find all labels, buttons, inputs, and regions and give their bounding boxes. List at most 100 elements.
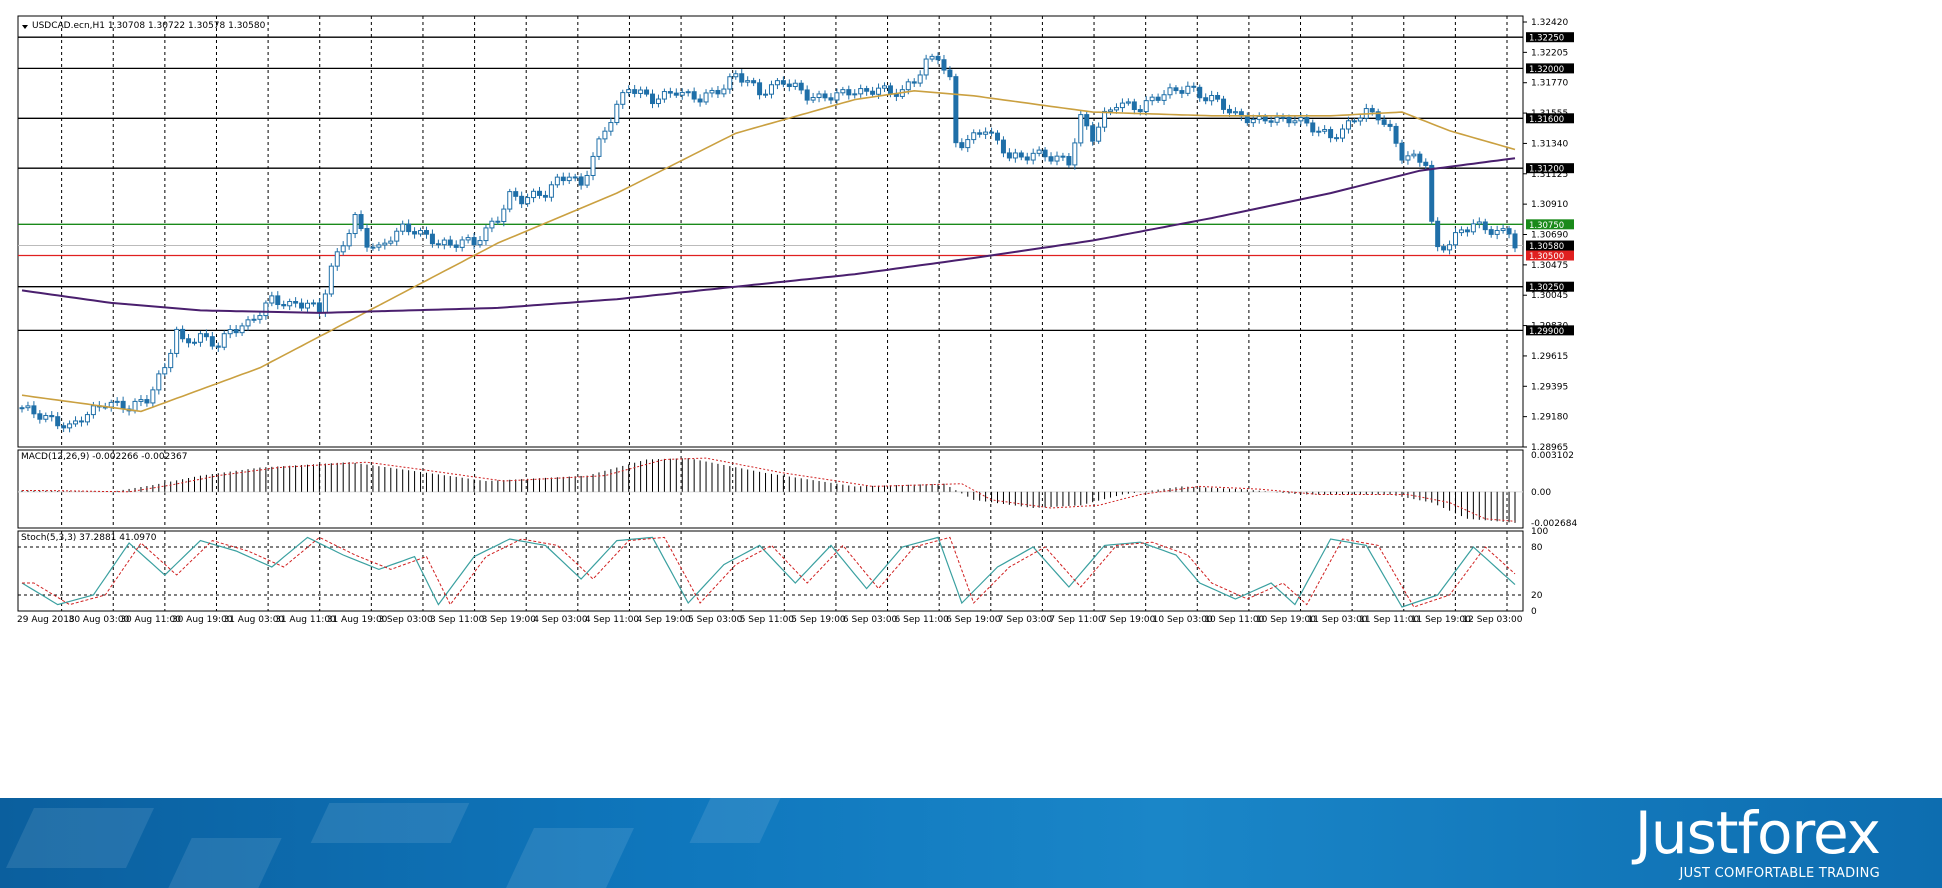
current-price-bg	[1526, 240, 1574, 251]
candle	[406, 223, 412, 233]
x-tick-label: 30 Aug 19:00	[172, 615, 233, 625]
candle	[412, 231, 418, 235]
candle	[596, 138, 602, 157]
candle	[1161, 94, 1167, 101]
candle	[215, 345, 221, 348]
candle	[418, 230, 424, 235]
candle	[1268, 120, 1274, 123]
candle	[959, 142, 965, 149]
candle	[709, 89, 715, 94]
candle	[1340, 128, 1346, 139]
candle	[132, 400, 138, 412]
candle	[953, 76, 959, 144]
candle	[1185, 85, 1191, 94]
candle	[977, 132, 983, 135]
candle	[1078, 114, 1084, 144]
candle	[531, 190, 537, 199]
x-tick-label: 7 Sep 11:00	[1049, 615, 1104, 625]
candle	[858, 88, 864, 95]
candle	[1226, 108, 1232, 114]
level-label: 1.30750	[1529, 221, 1564, 231]
candle	[1191, 85, 1197, 88]
candle	[1435, 220, 1441, 248]
series-line	[21, 89, 1516, 413]
candle	[715, 89, 721, 95]
candle	[1411, 153, 1417, 157]
dropdown-triangle-icon	[22, 25, 28, 29]
candle	[441, 239, 447, 246]
candle	[774, 80, 780, 86]
candle	[1137, 109, 1143, 113]
level-label-bg	[1526, 63, 1574, 74]
y-tick-label: 1.29395	[1531, 382, 1568, 392]
candle	[614, 103, 620, 124]
candle	[299, 302, 305, 309]
candle	[1006, 152, 1012, 159]
candle	[638, 89, 644, 94]
candle	[1244, 115, 1250, 124]
y-tick-label: 1.28965	[1531, 443, 1568, 453]
candle	[804, 89, 810, 101]
candle	[876, 87, 882, 95]
candle	[852, 93, 858, 96]
candle	[751, 80, 757, 84]
candle	[626, 89, 632, 94]
candle	[554, 176, 560, 186]
candle	[513, 191, 519, 197]
candle	[1482, 221, 1488, 231]
candle	[632, 89, 638, 94]
candle	[733, 73, 739, 78]
candle	[1447, 244, 1453, 251]
candle	[525, 197, 531, 205]
candle	[316, 302, 322, 313]
candle	[394, 230, 400, 242]
candle	[1250, 118, 1256, 124]
candle	[138, 399, 144, 402]
candle	[1090, 125, 1096, 142]
candle	[400, 223, 406, 232]
candle	[174, 328, 180, 354]
candle	[1048, 156, 1054, 162]
macd-signal	[22, 457, 1516, 522]
y-tick-label: 1.31770	[1531, 79, 1568, 89]
candle	[364, 228, 370, 248]
candle	[536, 190, 542, 196]
candle	[495, 220, 501, 223]
candle	[150, 389, 156, 404]
candle	[429, 233, 435, 245]
candle	[1066, 156, 1072, 166]
candle	[55, 416, 61, 427]
macd-header: MACD(12,26,9) -0.002266 -0.002367	[21, 452, 187, 462]
candle	[935, 55, 941, 61]
candle	[1102, 110, 1108, 128]
candle	[929, 55, 935, 60]
candle	[846, 89, 852, 96]
y-tick-label: 1.32420	[1531, 18, 1568, 28]
level-label: 1.29900	[1529, 327, 1564, 337]
brand-banner	[0, 798, 1942, 888]
candle	[1203, 97, 1209, 102]
candle	[1399, 142, 1405, 161]
candle	[1084, 114, 1090, 127]
candle	[572, 176, 578, 179]
level-label: 1.30500	[1529, 252, 1564, 262]
level-label-bg	[1526, 163, 1574, 174]
candle	[560, 176, 566, 182]
candle	[608, 122, 614, 132]
candle	[507, 191, 513, 210]
candle	[1429, 164, 1435, 222]
candle	[1000, 139, 1006, 154]
x-tick-label: 7 Sep 19:00	[1101, 615, 1156, 625]
y-tick-label: 1.30475	[1531, 261, 1568, 271]
candle	[37, 413, 43, 420]
level-label-bg	[1526, 281, 1574, 292]
candle	[1113, 107, 1119, 111]
candle	[251, 318, 257, 321]
candle	[370, 246, 376, 249]
candle	[209, 336, 215, 347]
candle	[947, 69, 953, 78]
candle	[245, 319, 251, 327]
candle	[1215, 94, 1221, 100]
candle	[257, 315, 263, 320]
